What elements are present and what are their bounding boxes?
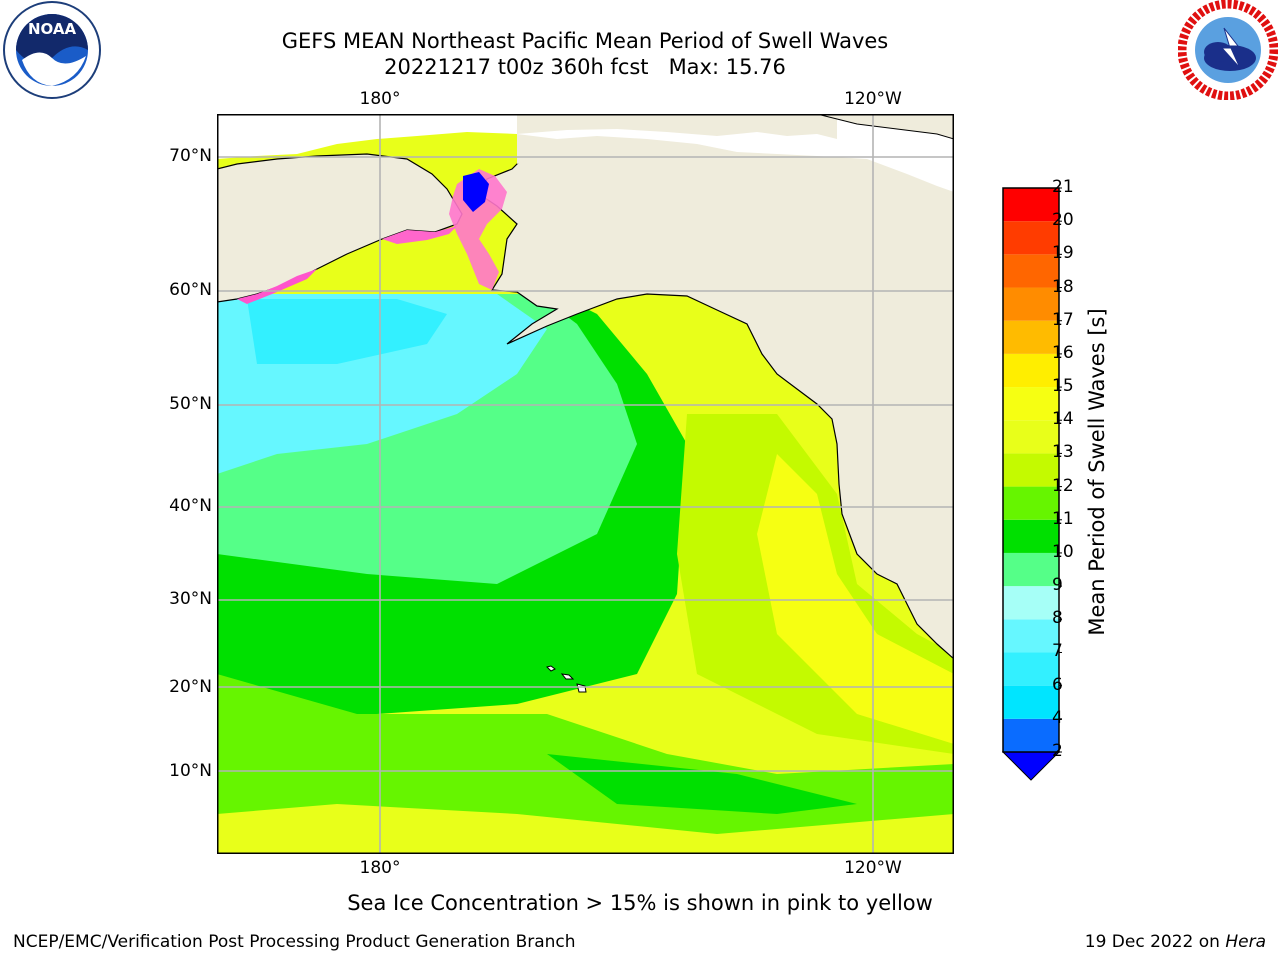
colorbar-tick-label-20: 20 <box>1052 210 1074 231</box>
map-gridlines <box>217 114 954 854</box>
footer-date: 19 Dec 2022 on Hera <box>1085 932 1266 952</box>
hawaii-islands <box>546 665 587 693</box>
lat-label-40n: 40°N <box>169 496 212 516</box>
lat-label-30n: 30°N <box>169 589 212 609</box>
noaa-logo: NOAA <box>3 1 101 99</box>
colorbar-band-4-6 <box>1003 685 1059 719</box>
sea-ice-note: Sea Ice Concentration > 15% is shown in … <box>347 891 933 915</box>
colorbar-tick-label-13: 13 <box>1052 442 1074 463</box>
lat-label-10n: 10°N <box>169 761 212 781</box>
lat-label-70n: 70°N <box>169 146 212 166</box>
noaa-logo-text: NOAA <box>28 20 77 38</box>
swell-zone-11s-tropics <box>547 754 857 814</box>
colorbar-band-20-21 <box>1003 188 1059 222</box>
colorbar-band-13-14 <box>1003 420 1059 454</box>
colorbar-tick-label-11: 11 <box>1052 508 1074 529</box>
nws-logo <box>1178 0 1278 100</box>
colorbar-band-15-16 <box>1003 353 1059 388</box>
colorbar-band-19-20 <box>1003 221 1059 255</box>
colorbar-under-arrow <box>1002 751 1061 781</box>
arctic-ocean <box>217 114 517 159</box>
land-arctic-islands <box>816 114 954 140</box>
colorbar-band-6-7 <box>1003 652 1059 686</box>
lon-label-bottom-180: 180° <box>359 858 401 878</box>
colorbar-tick-label-16: 16 <box>1052 342 1074 363</box>
colorbar-tick-label-9: 9 <box>1052 575 1063 596</box>
colorbar-tick-label-2: 2 <box>1052 741 1063 761</box>
sea-ice-core <box>463 172 489 212</box>
colorbar-tick-label-7: 7 <box>1052 641 1063 662</box>
colorbar-band-18-19 <box>1003 254 1059 288</box>
footer-credit: NCEP/EMC/Verification Post Processing Pr… <box>13 932 576 952</box>
colorbar-band-10-11 <box>1003 519 1059 553</box>
sea-ice-kamchatka <box>237 269 317 304</box>
lon-label-top-180: 180° <box>359 89 401 109</box>
sea-ice-chukotka <box>382 226 457 244</box>
beaufort-sea <box>517 114 954 192</box>
colorbar-tick-label-4: 4 <box>1052 707 1063 728</box>
colorbar-band-14-15 <box>1003 387 1059 421</box>
chart-title: GEFS MEAN Northeast Pacific Mean Period … <box>281 29 889 53</box>
colorbar-frame <box>1002 187 1060 753</box>
lat-label-60n: 60°N <box>169 280 212 300</box>
lon-label-bottom-120w: 120°W <box>844 858 902 878</box>
map-panel <box>217 114 954 854</box>
swell-zone-14s <box>757 454 954 744</box>
colorbar-band-12-13 <box>1003 453 1059 487</box>
footer-date-text: 19 Dec 2022 on <box>1084 932 1226 952</box>
lat-label-20n: 20°N <box>169 677 212 697</box>
swell-zone-7s <box>247 299 447 364</box>
colorbar-tick-label-6: 6 <box>1052 674 1063 695</box>
colorbar-label: Mean Period of Swell Waves [s] <box>1085 308 1109 636</box>
colorbar-tick-label-8: 8 <box>1052 608 1063 629</box>
colorbar-tick-label-17: 17 <box>1052 309 1074 330</box>
footer-host: Hera <box>1225 932 1266 952</box>
colorbar-tick-label-10: 10 <box>1052 541 1074 562</box>
colorbar-band-8-9 <box>1003 586 1059 620</box>
colorbar-band-17-18 <box>1003 287 1059 321</box>
colorbar-tick-label-21: 21 <box>1052 177 1074 197</box>
swell-zone-11s-south <box>217 584 517 684</box>
colorbar-tick-label-15: 15 <box>1052 376 1074 397</box>
colorbar-band-7-8 <box>1003 619 1059 653</box>
colorbar-band-16-17 <box>1003 320 1059 354</box>
colorbar-tick-label-18: 18 <box>1052 276 1074 297</box>
colorbar-tick-label-14: 14 <box>1052 409 1074 430</box>
chart-subtitle: 20221217 t00z 360h fcst Max: 15.76 <box>384 55 786 79</box>
lon-label-top-120w: 120°W <box>844 89 902 109</box>
lat-label-50n: 50°N <box>169 394 212 414</box>
colorbar-band-9-10 <box>1003 552 1059 587</box>
colorbar-tick-label-19: 19 <box>1052 243 1074 264</box>
colorbar <box>1002 187 1062 781</box>
land-north-america <box>478 114 954 660</box>
colorbar-tick-label-12: 12 <box>1052 475 1074 496</box>
map-frame <box>217 114 954 854</box>
colorbar-band-11-12 <box>1003 486 1059 520</box>
colorbar-band-2-4 <box>1003 718 1059 752</box>
